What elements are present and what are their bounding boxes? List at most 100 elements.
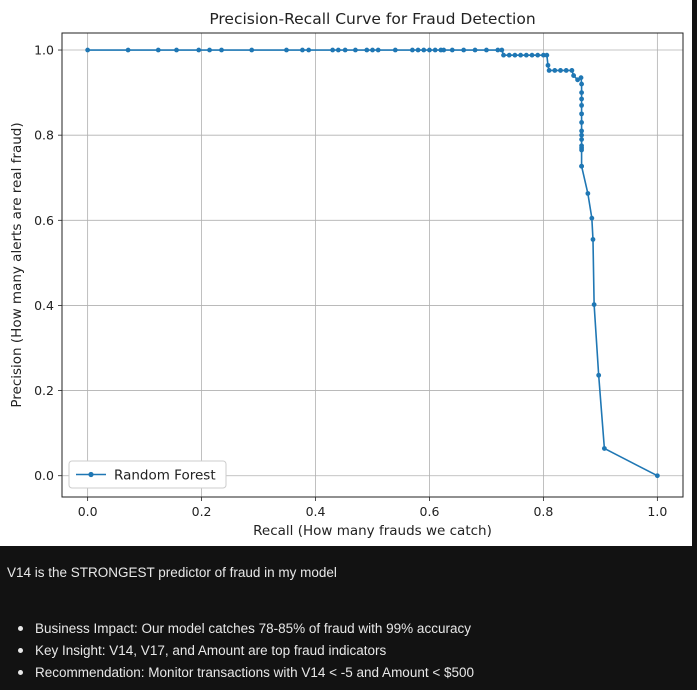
data-point bbox=[579, 163, 584, 169]
data-point bbox=[589, 215, 595, 221]
data-point bbox=[579, 137, 584, 142]
chart-figure: 0.0 0.2 0.4 0.6 0.8 1.0 0.0 0.2 0.4 0.6 0.8 1.0 Pre… bbox=[0, 0, 692, 546]
data-point bbox=[353, 47, 358, 53]
summary-text: V14 is the STRONGEST predictor of fraud … bbox=[7, 565, 337, 580]
data-point bbox=[375, 47, 381, 53]
data-point bbox=[654, 473, 660, 479]
data-point bbox=[449, 47, 455, 53]
plot-series bbox=[85, 47, 660, 479]
data-point bbox=[563, 68, 569, 73]
data-point bbox=[499, 47, 505, 53]
y-tick-label: 0.6 bbox=[34, 213, 54, 228]
data-point bbox=[535, 52, 541, 58]
chart-title: Precision-Recall Curve for Fraud Detecti… bbox=[209, 10, 535, 28]
precision-recall-chart: 0.0 0.2 0.4 0.6 0.8 1.0 0.0 0.2 0.4 0.6 0.8 1.0 Pre… bbox=[9, 10, 684, 539]
data-point bbox=[85, 47, 91, 53]
data-point bbox=[585, 191, 591, 196]
data-point bbox=[249, 47, 255, 53]
x-tick-label: 0.0 bbox=[78, 504, 98, 519]
data-point bbox=[569, 68, 575, 73]
y-tick-label: 0.8 bbox=[34, 128, 54, 143]
data-point bbox=[300, 47, 305, 53]
data-point bbox=[125, 47, 131, 53]
data-point bbox=[545, 62, 551, 68]
data-point bbox=[579, 111, 584, 117]
x-tick-label: 1.0 bbox=[647, 504, 667, 519]
data-point bbox=[484, 47, 489, 53]
data-point bbox=[590, 237, 596, 242]
data-point bbox=[546, 68, 552, 73]
insight-list: Business Impact: Our model catches 78-85… bbox=[18, 618, 474, 684]
bullet-icon bbox=[18, 647, 23, 653]
data-point bbox=[501, 52, 506, 58]
data-point bbox=[579, 90, 584, 95]
data-point bbox=[432, 47, 438, 53]
grid-lines bbox=[62, 33, 683, 497]
data-point bbox=[335, 47, 341, 53]
data-point bbox=[415, 47, 421, 53]
bullet-icon bbox=[18, 669, 23, 675]
data-point bbox=[421, 47, 427, 53]
data-point bbox=[579, 145, 584, 151]
data-point bbox=[219, 47, 224, 53]
data-point bbox=[409, 47, 415, 53]
y-tick-label: 0.4 bbox=[34, 298, 54, 313]
x-tick-label: 0.4 bbox=[306, 504, 326, 519]
x-tick-label: 0.6 bbox=[420, 504, 440, 519]
data-point bbox=[579, 96, 584, 102]
data-point bbox=[601, 446, 607, 451]
data-point bbox=[461, 47, 467, 53]
data-point bbox=[370, 47, 375, 53]
notes-panel: V14 is the STRONGEST predictor of fraud … bbox=[0, 548, 697, 690]
data-point bbox=[578, 75, 584, 81]
list-item: Recommendation: Monitor transactions wit… bbox=[18, 662, 474, 684]
data-point bbox=[364, 47, 370, 53]
bullet-text: Business Impact: Our model catches 78-85… bbox=[35, 621, 471, 636]
data-point bbox=[579, 128, 584, 134]
bullet-text: Recommendation: Monitor transactions wit… bbox=[35, 665, 475, 680]
data-point bbox=[506, 52, 512, 58]
data-point bbox=[342, 47, 348, 53]
bullet-icon bbox=[18, 625, 23, 631]
data-point bbox=[558, 68, 563, 73]
data-point bbox=[306, 47, 312, 53]
y-axis-label: Precision (How many alerts are real frau… bbox=[9, 122, 25, 407]
data-point bbox=[207, 47, 212, 53]
legend-label-random-forest: Random Forest bbox=[114, 468, 216, 484]
list-item: Business Impact: Our model catches 78-85… bbox=[18, 618, 474, 640]
axis-ticks: 0.0 0.2 0.4 0.6 0.8 1.0 0.0 0.2 0.4 0.6 0.8 1.0 bbox=[34, 43, 667, 519]
data-point bbox=[512, 52, 518, 58]
x-tick-label: 0.2 bbox=[192, 504, 212, 519]
data-point bbox=[518, 52, 524, 58]
series-line-random-forest bbox=[87, 49, 658, 477]
data-point bbox=[196, 47, 202, 53]
data-point bbox=[392, 47, 398, 53]
data-point bbox=[495, 47, 501, 53]
data-point bbox=[579, 119, 584, 125]
data-point bbox=[579, 132, 584, 138]
y-tick-label: 0.2 bbox=[34, 383, 54, 398]
x-tick-label: 0.8 bbox=[533, 504, 553, 519]
data-point bbox=[284, 47, 289, 53]
y-tick-label: 1.0 bbox=[34, 43, 54, 58]
data-point bbox=[330, 47, 336, 53]
data-point bbox=[155, 47, 161, 53]
data-point bbox=[427, 47, 432, 53]
legend-box bbox=[68, 460, 227, 489]
data-point bbox=[174, 47, 179, 53]
plot-frame bbox=[61, 32, 684, 498]
data-point bbox=[441, 47, 447, 53]
legend-marker-swatch bbox=[88, 471, 94, 478]
list-item: Key Insight: V14, V17, and Amount are to… bbox=[18, 640, 474, 662]
data-point bbox=[541, 52, 546, 58]
data-point bbox=[472, 47, 478, 53]
data-point bbox=[591, 302, 597, 307]
y-tick-label: 0.0 bbox=[34, 468, 54, 483]
legend: Random Forest bbox=[68, 460, 227, 489]
data-point bbox=[552, 68, 558, 73]
x-axis-label: Recall (How many frauds we catch) bbox=[253, 523, 492, 539]
data-point bbox=[575, 77, 580, 83]
data-point bbox=[544, 52, 550, 58]
data-point bbox=[529, 52, 535, 58]
data-point bbox=[523, 52, 529, 58]
